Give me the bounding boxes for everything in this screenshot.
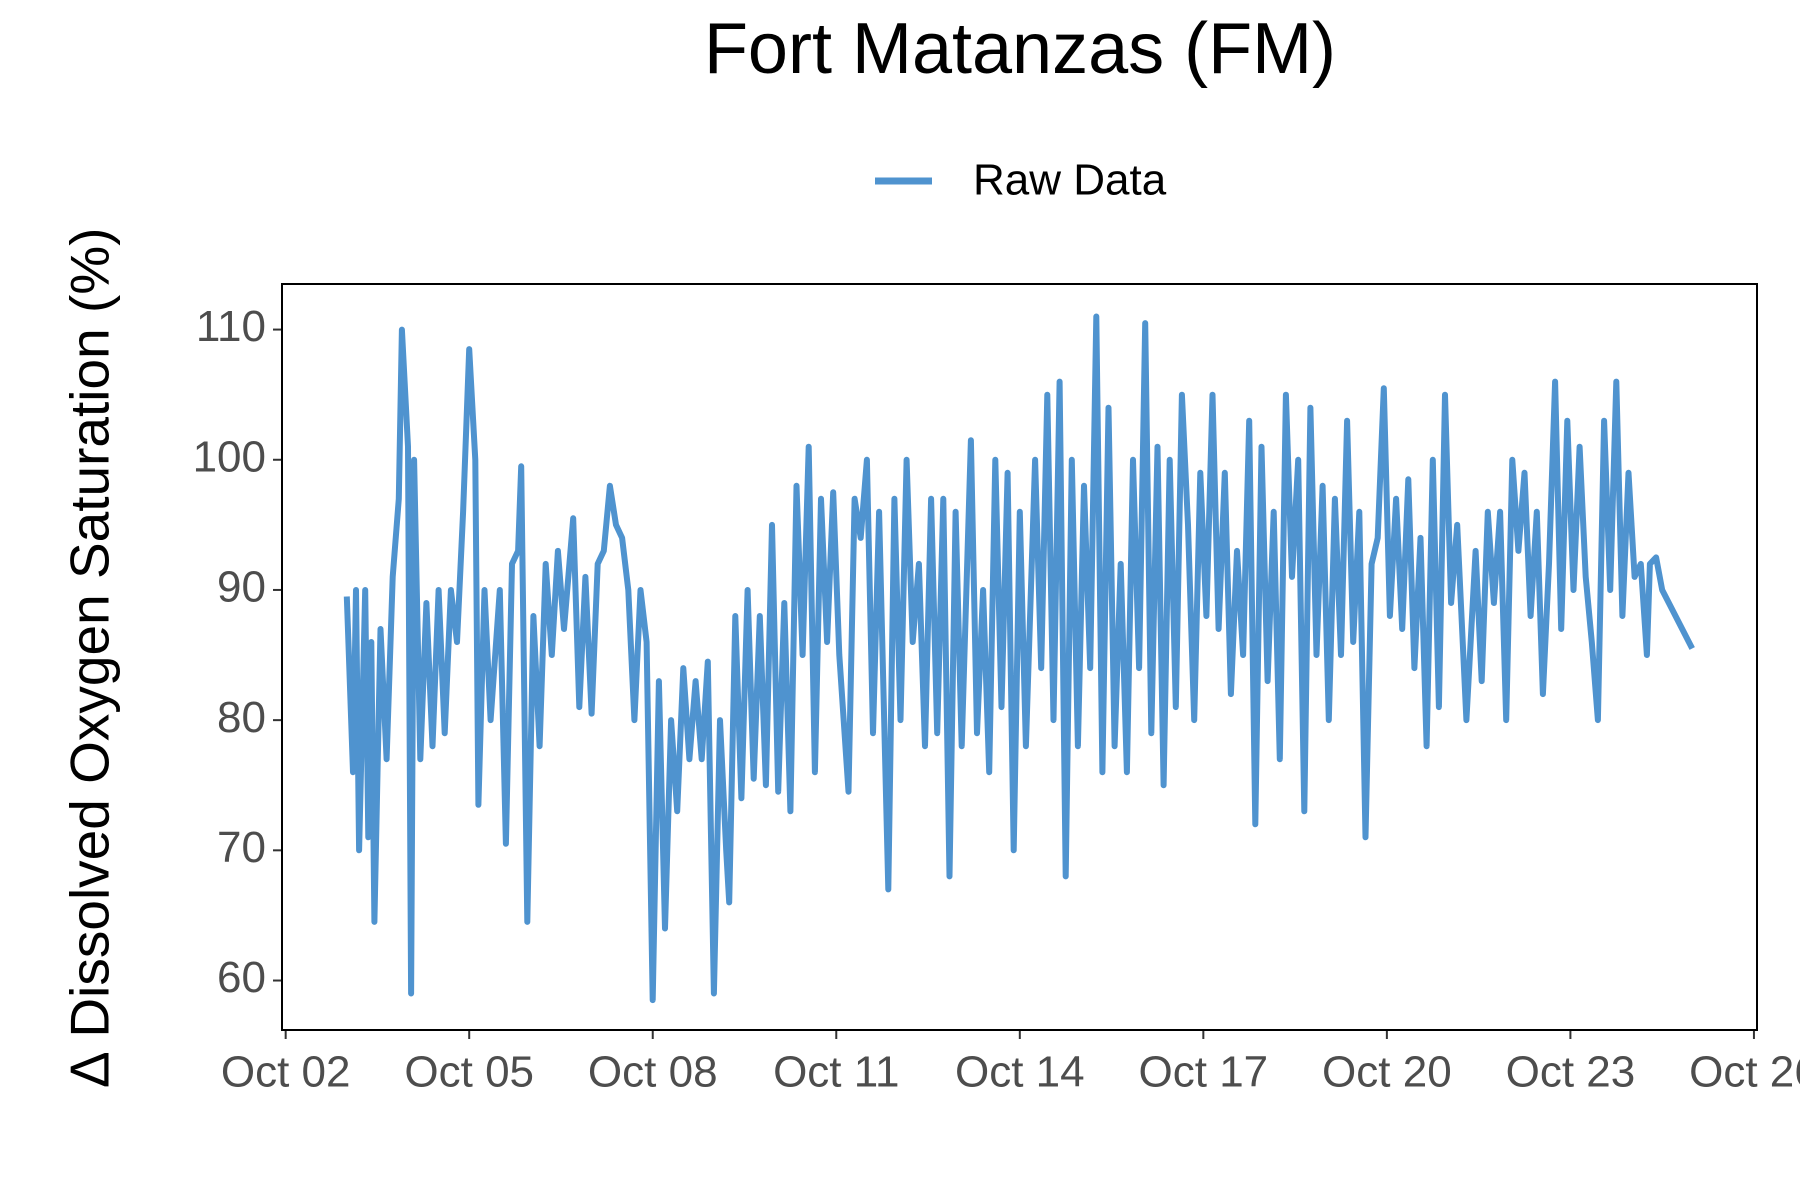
x-tick-label: Oct 23 (1506, 1048, 1636, 1097)
x-tick-label: Oct 26 (1689, 1048, 1800, 1097)
x-tick-label: Oct 05 (404, 1048, 534, 1097)
y-axis-title: ∆ Dissolved Oxygen Saturation (%) (59, 228, 121, 1087)
y-tick-label: 110 (196, 302, 266, 351)
chart-title: Fort Matanzas (FM) (704, 9, 1336, 89)
legend-label: Raw Data (973, 156, 1167, 205)
x-tick-label: Oct 14 (955, 1048, 1085, 1097)
x-tick-label: Oct 20 (1322, 1048, 1452, 1097)
x-tick-label: Oct 02 (221, 1048, 351, 1097)
plot-border (281, 283, 1758, 1031)
x-tick-label: Oct 08 (588, 1048, 718, 1097)
y-tick-label: 100 (193, 432, 266, 481)
y-tick-label: 60 (217, 953, 266, 1002)
x-tick-label: Oct 11 (773, 1048, 899, 1097)
data-line (343, 313, 1695, 1004)
y-tick-label: 90 (217, 563, 266, 612)
y-tick-label: 80 (217, 693, 266, 742)
y-tick-label: 70 (217, 823, 266, 872)
x-tick-label: Oct 17 (1139, 1048, 1269, 1097)
